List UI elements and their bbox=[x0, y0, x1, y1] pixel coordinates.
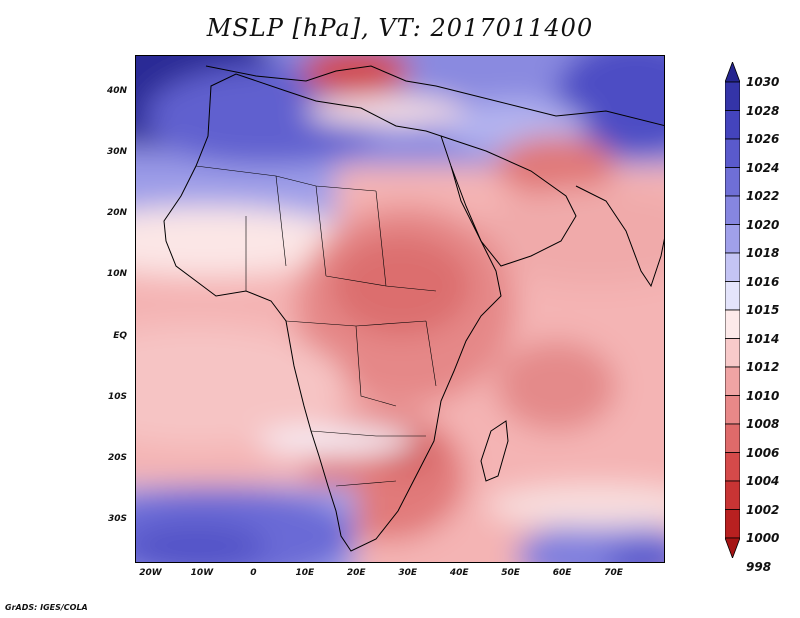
colorbar-swatch bbox=[725, 366, 740, 396]
colorbar-level-label: 1015 bbox=[746, 303, 780, 317]
colorbar-level-label: 1002 bbox=[746, 502, 780, 517]
colorbar-swatch bbox=[725, 509, 740, 539]
arabia-coastline bbox=[440, 135, 577, 267]
colorbar-swatch bbox=[725, 195, 740, 225]
lat-tick-label: 10N bbox=[106, 269, 127, 280]
map-title: MSLP [hPa], VT: 2017011400 bbox=[206, 14, 594, 42]
colorbar-level-label: 1024 bbox=[746, 160, 780, 175]
colorbar-swatch bbox=[725, 224, 740, 254]
lat-tick-label: 20N bbox=[106, 208, 127, 219]
madagascar-coastline bbox=[480, 420, 509, 482]
colorbar-level-label: 1000 bbox=[746, 531, 780, 545]
colorbar-swatch bbox=[725, 167, 740, 197]
colorbar-level-label: 1030 bbox=[746, 75, 780, 89]
colorbar-min-triangle bbox=[725, 537, 740, 558]
colorbar bbox=[725, 62, 740, 558]
pressure-field bbox=[136, 56, 664, 562]
colorbar-level-label: 1028 bbox=[746, 103, 780, 118]
colorbar-level-label: 1026 bbox=[746, 132, 780, 146]
colorbar-swatch bbox=[725, 480, 740, 510]
europe-coastline bbox=[205, 65, 664, 127]
lat-tick-label: 40N bbox=[106, 85, 127, 96]
colorbar-level-label: 1014 bbox=[746, 331, 780, 346]
colorbar-level-label: 1004 bbox=[746, 474, 780, 488]
colorbar-swatch bbox=[725, 338, 740, 368]
colorbar-max-triangle bbox=[725, 62, 740, 83]
pressure-map bbox=[135, 55, 665, 563]
lon-tick-label: 10E bbox=[295, 568, 315, 578]
colorbar-swatch bbox=[725, 395, 740, 425]
lon-tick-label: 0 bbox=[250, 568, 257, 578]
colorbar-swatch bbox=[725, 452, 740, 482]
country-borders bbox=[195, 165, 437, 487]
colorbar-swatch bbox=[725, 423, 740, 453]
lon-tick-label: 60E bbox=[552, 568, 572, 578]
colorbar-swatch bbox=[725, 309, 740, 339]
colorbar-level-label: 1016 bbox=[746, 274, 780, 289]
lat-tick-label: 10S bbox=[107, 391, 127, 402]
colorbar-swatch bbox=[725, 81, 740, 111]
colorbar-level-label: 998 bbox=[746, 559, 772, 574]
colorbar-level-label: 1006 bbox=[746, 445, 780, 460]
colorbar-level-label: 1018 bbox=[746, 246, 780, 260]
colorbar-level-label: 1022 bbox=[746, 189, 780, 203]
lat-tick-label: EQ bbox=[113, 330, 127, 341]
colorbar-swatch bbox=[725, 252, 740, 282]
colorbar-swatch bbox=[725, 138, 740, 168]
lon-tick-label: 10W bbox=[190, 568, 214, 578]
lat-tick-label: 30N bbox=[106, 146, 127, 157]
colorbar-level-label: 1010 bbox=[746, 388, 780, 403]
lon-tick-label: 20W bbox=[139, 568, 162, 578]
colorbar-level-label: 1012 bbox=[746, 360, 780, 374]
lon-tick-label: 50E bbox=[501, 568, 520, 578]
lat-tick-label: 30S bbox=[107, 514, 127, 525]
colorbar-swatch bbox=[725, 281, 740, 311]
lon-tick-label: 70E bbox=[604, 568, 623, 578]
colorbar-swatch bbox=[725, 110, 740, 140]
lon-tick-label: 40E bbox=[449, 568, 469, 578]
colorbar-level-label: 1020 bbox=[746, 217, 780, 232]
africa-coastline bbox=[163, 73, 502, 552]
colorbar-level-label: 1008 bbox=[746, 417, 780, 431]
lon-tick-label: 20E bbox=[346, 568, 366, 578]
lat-tick-label: 20S bbox=[107, 452, 127, 463]
lon-tick-label: 30E bbox=[398, 568, 418, 578]
credit-text: GrADS: IGES/COLA bbox=[5, 603, 88, 612]
india-coastline bbox=[575, 185, 664, 288]
